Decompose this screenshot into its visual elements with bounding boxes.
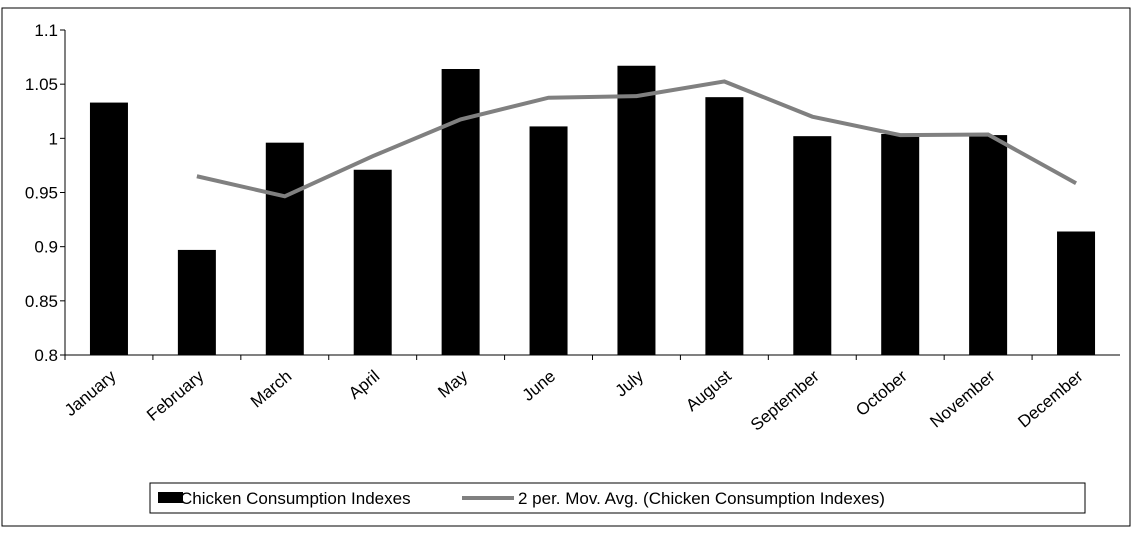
bar [705, 97, 744, 356]
legend-box [149, 482, 1086, 514]
bar [529, 126, 568, 356]
y-tick-label: 0.95 [25, 184, 58, 203]
y-tick-label: 1.1 [34, 21, 58, 40]
bar [353, 169, 392, 355]
bar [881, 134, 920, 355]
y-tick-label: 0.8 [34, 346, 58, 365]
moving-average-line [196, 79, 1078, 199]
bar [1057, 231, 1096, 355]
bar [89, 102, 128, 355]
bar [617, 65, 656, 355]
bar [265, 142, 304, 355]
legend-label: 2 per. Mov. Avg. (Chicken Consumption In… [518, 489, 885, 508]
bar [969, 135, 1008, 355]
y-tick-label: 1 [49, 129, 58, 148]
bar [177, 249, 216, 355]
bar [793, 136, 832, 355]
y-tick-label: 0.85 [25, 292, 58, 311]
y-tick-label: 1.05 [25, 75, 58, 94]
legend-swatch [158, 492, 173, 503]
y-tick-label: 0.9 [34, 238, 58, 257]
bar [441, 69, 480, 355]
legend-label: Chicken Consumption Indexes [180, 489, 411, 508]
